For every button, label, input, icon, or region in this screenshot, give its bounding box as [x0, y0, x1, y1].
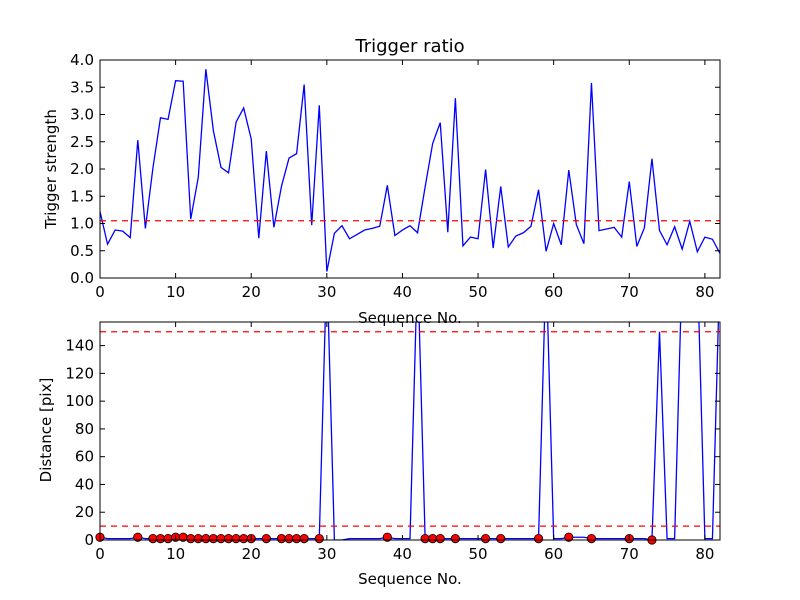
bottom-data-point-25 [435, 534, 445, 544]
bottom-x-tick-label-3: 30 [317, 545, 336, 563]
bottom-x-tick-label-4: 40 [393, 545, 412, 563]
bottom-data-point-3 [155, 534, 166, 544]
bottom-y-tick-label-3: 60 [75, 448, 94, 466]
bottom-data-point-4 [163, 534, 173, 544]
bottom-y-tick-label-0: 0 [84, 531, 94, 549]
top-x-tick-label-1: 10 [166, 283, 185, 301]
bottom-data-point-23 [420, 534, 430, 544]
bottom-data-point-22 [382, 532, 392, 542]
top-x-axis-label: Sequence No. [358, 309, 462, 327]
top-x-tick-label-5: 50 [469, 283, 488, 301]
bottom-axes-frame [99, 321, 721, 541]
top-plot-area: 0 10 20 30 40 50 60 70 80 0.0 0.5 1.0 1.5 2.0 2.5 3.0 3.… [70, 51, 721, 301]
top-y-tick-label-6: 3.0 [70, 106, 94, 124]
bottom-data-point-26 [450, 534, 460, 544]
bottom-data-point-27 [481, 534, 491, 544]
top-x-tick-label-3: 30 [317, 283, 336, 301]
top-series-line-0 [100, 69, 720, 272]
bottom-data-point-13 [231, 534, 241, 544]
bottom-y-tick-label-1: 20 [75, 503, 94, 521]
bottom-data-point-31 [586, 534, 597, 544]
top-x-tick-label-7: 70 [620, 283, 639, 301]
bottom-data-point-9 [201, 534, 211, 544]
bottom-y-tick-label-6: 120 [65, 364, 94, 382]
top-x-tick-label-0: 0 [95, 283, 105, 301]
bottom-y-tick-label-7: 140 [65, 337, 94, 355]
bottom-y-tick-label-4: 80 [75, 420, 94, 438]
bottom-x-tick-label-0: 0 [95, 545, 105, 563]
bottom-x-axis-label: Sequence No. [358, 570, 462, 588]
bottom-x-tick-label-2: 20 [242, 545, 261, 563]
bottom-data-point-20 [299, 534, 309, 544]
top-y-tick-label-0: 0.0 [70, 269, 94, 287]
bottom-data-point-10 [208, 534, 219, 544]
bottom-plot-area: 0 10 20 30 40 50 60 70 80 0 20 40 60 80 100 120 140 [65, 321, 721, 563]
bottom-x-tick-label-1: 10 [166, 545, 185, 563]
top-y-tick-label-5: 2.5 [70, 133, 94, 151]
top-x-tick-label-6: 60 [544, 283, 563, 301]
top-chart-title: Trigger ratio [354, 36, 464, 57]
top-y-tick-label-8: 4.0 [70, 51, 94, 69]
bottom-data-point-7 [186, 534, 196, 544]
bottom-data-point-29 [533, 534, 544, 544]
top-x-tick-label-2: 20 [242, 283, 261, 301]
bottom-data-point-24 [428, 534, 438, 544]
bottom-x-tick-label-5: 50 [469, 545, 488, 563]
bottom-data-point-1 [133, 532, 143, 542]
bottom-data-point-12 [223, 534, 234, 544]
bottom-data-point-28 [496, 534, 506, 544]
bottom-y-axis-label: Distance [pix] [37, 378, 55, 483]
top-y-tick-label-4: 2.0 [70, 160, 94, 178]
top-x-tick-label-8: 80 [695, 283, 714, 301]
bottom-data-point-17 [276, 534, 287, 544]
bottom-data-point-11 [216, 534, 226, 544]
bottom-y-tick-label-5: 100 [65, 392, 94, 410]
top-x-tick-label-4: 40 [393, 283, 412, 301]
top-y-tick-label-1: 0.5 [70, 242, 94, 260]
bottom-data-point-2 [148, 534, 158, 544]
bottom-y-tick-label-2: 40 [75, 475, 94, 493]
bottom-x-tick-label-6: 60 [544, 545, 563, 563]
bottom-x-tick-label-7: 70 [620, 545, 639, 563]
bottom-data-point-18 [284, 534, 294, 544]
bottom-data-point-30 [564, 532, 574, 542]
bottom-data-point-21 [314, 534, 324, 544]
bottom-data-point-16 [261, 534, 271, 544]
top-y-tick-label-3: 1.5 [70, 187, 94, 205]
bottom-data-point-8 [193, 534, 203, 544]
top-y-axis-label: Trigger strength [42, 109, 60, 230]
bottom-data-point-14 [239, 534, 249, 544]
top-y-tick-label-7: 3.5 [70, 78, 94, 96]
bottom-x-tick-label-8: 80 [695, 545, 714, 563]
bottom-data-point-19 [291, 534, 302, 544]
top-y-tick-label-2: 1.0 [70, 215, 94, 233]
